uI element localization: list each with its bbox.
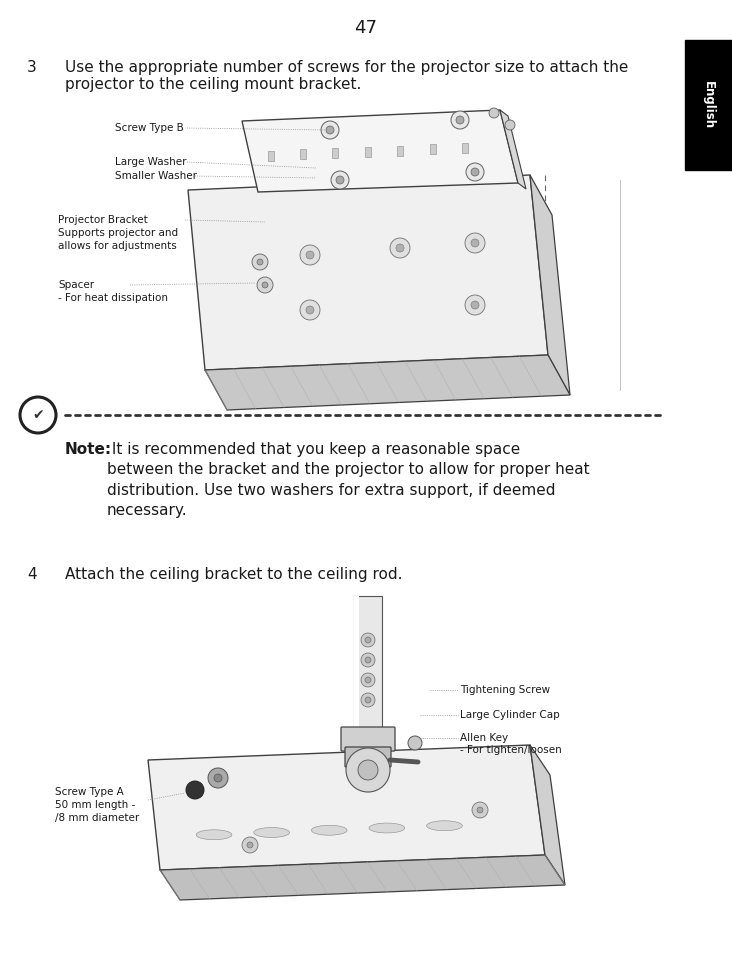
Polygon shape (530, 745, 565, 885)
Polygon shape (312, 826, 347, 835)
Polygon shape (462, 144, 468, 153)
Polygon shape (254, 828, 290, 837)
FancyBboxPatch shape (345, 747, 391, 767)
Circle shape (358, 760, 378, 780)
Text: Projector Bracket: Projector Bracket (58, 215, 148, 225)
Circle shape (456, 116, 464, 124)
Polygon shape (427, 821, 463, 830)
Circle shape (451, 111, 469, 129)
Polygon shape (332, 149, 338, 158)
Circle shape (365, 677, 371, 683)
Text: 3: 3 (27, 60, 37, 75)
FancyBboxPatch shape (341, 727, 395, 751)
Bar (354, 596, 359, 730)
Text: Attach the ceiling bracket to the ceiling rod.: Attach the ceiling bracket to the ceilin… (65, 567, 403, 582)
Circle shape (361, 653, 375, 667)
Circle shape (300, 300, 320, 320)
Text: 4: 4 (27, 567, 37, 582)
Circle shape (247, 842, 253, 848)
Text: Use the appropriate number of screws for the projector size to attach the: Use the appropriate number of screws for… (65, 60, 628, 75)
Circle shape (186, 781, 204, 799)
Circle shape (262, 282, 268, 288)
Text: allows for adjustments: allows for adjustments (58, 241, 176, 251)
Text: 50 mm length -: 50 mm length - (55, 800, 135, 810)
Circle shape (208, 768, 228, 788)
Circle shape (257, 259, 263, 265)
Circle shape (465, 295, 485, 315)
Circle shape (361, 673, 375, 687)
Text: Screw Type A: Screw Type A (55, 787, 124, 797)
Circle shape (471, 301, 479, 309)
Text: Large Cylinder Cap: Large Cylinder Cap (460, 710, 560, 720)
Circle shape (257, 277, 273, 293)
Polygon shape (300, 149, 306, 159)
Bar (685, 40, 732, 170)
Text: Supports projector and: Supports projector and (58, 228, 178, 238)
Text: Spacer: Spacer (58, 280, 94, 290)
Text: Large Washer: Large Washer (115, 157, 187, 167)
Polygon shape (188, 175, 548, 370)
Text: It is recommended that you keep a reasonable space
between the bracket and the p: It is recommended that you keep a reason… (107, 442, 589, 518)
Bar (354, 596, 382, 730)
Polygon shape (148, 745, 545, 870)
Polygon shape (160, 855, 565, 900)
Polygon shape (500, 110, 526, 189)
Circle shape (336, 176, 344, 184)
Polygon shape (530, 175, 570, 395)
Circle shape (346, 748, 390, 792)
Circle shape (365, 637, 371, 643)
Circle shape (326, 126, 334, 134)
Polygon shape (205, 355, 570, 410)
Circle shape (300, 245, 320, 265)
Polygon shape (430, 145, 436, 154)
Circle shape (306, 251, 314, 259)
Polygon shape (268, 150, 274, 160)
Circle shape (471, 239, 479, 247)
Circle shape (390, 238, 410, 258)
Text: 47: 47 (354, 19, 378, 37)
Circle shape (477, 807, 483, 813)
Text: - For tighten/loosen: - For tighten/loosen (460, 745, 561, 755)
Text: projector to the ceiling mount bracket.: projector to the ceiling mount bracket. (65, 77, 362, 92)
Circle shape (306, 306, 314, 314)
Circle shape (331, 171, 349, 189)
Polygon shape (242, 110, 518, 192)
Circle shape (505, 120, 515, 130)
Polygon shape (369, 823, 405, 833)
Text: Note:: Note: (65, 442, 112, 457)
Circle shape (361, 693, 375, 707)
Circle shape (396, 244, 404, 252)
Polygon shape (365, 147, 371, 157)
Circle shape (365, 657, 371, 663)
Text: /8 mm diameter: /8 mm diameter (55, 813, 139, 823)
Circle shape (471, 168, 479, 176)
Circle shape (365, 697, 371, 703)
Circle shape (408, 736, 422, 750)
Circle shape (466, 163, 484, 181)
Circle shape (252, 254, 268, 270)
Circle shape (465, 233, 485, 253)
Text: ✔: ✔ (32, 408, 44, 422)
Text: Allen Key: Allen Key (460, 733, 508, 743)
Circle shape (489, 108, 499, 118)
Text: English: English (702, 81, 715, 129)
Circle shape (214, 774, 222, 782)
Polygon shape (397, 146, 403, 155)
Text: Smaller Washer: Smaller Washer (115, 171, 197, 181)
Circle shape (321, 121, 339, 139)
Text: Tightening Screw: Tightening Screw (460, 685, 550, 695)
Circle shape (361, 633, 375, 647)
Circle shape (242, 837, 258, 853)
Circle shape (472, 802, 488, 818)
Text: Screw Type B: Screw Type B (115, 123, 184, 133)
Text: - For heat dissipation: - For heat dissipation (58, 293, 168, 303)
Polygon shape (196, 829, 232, 840)
